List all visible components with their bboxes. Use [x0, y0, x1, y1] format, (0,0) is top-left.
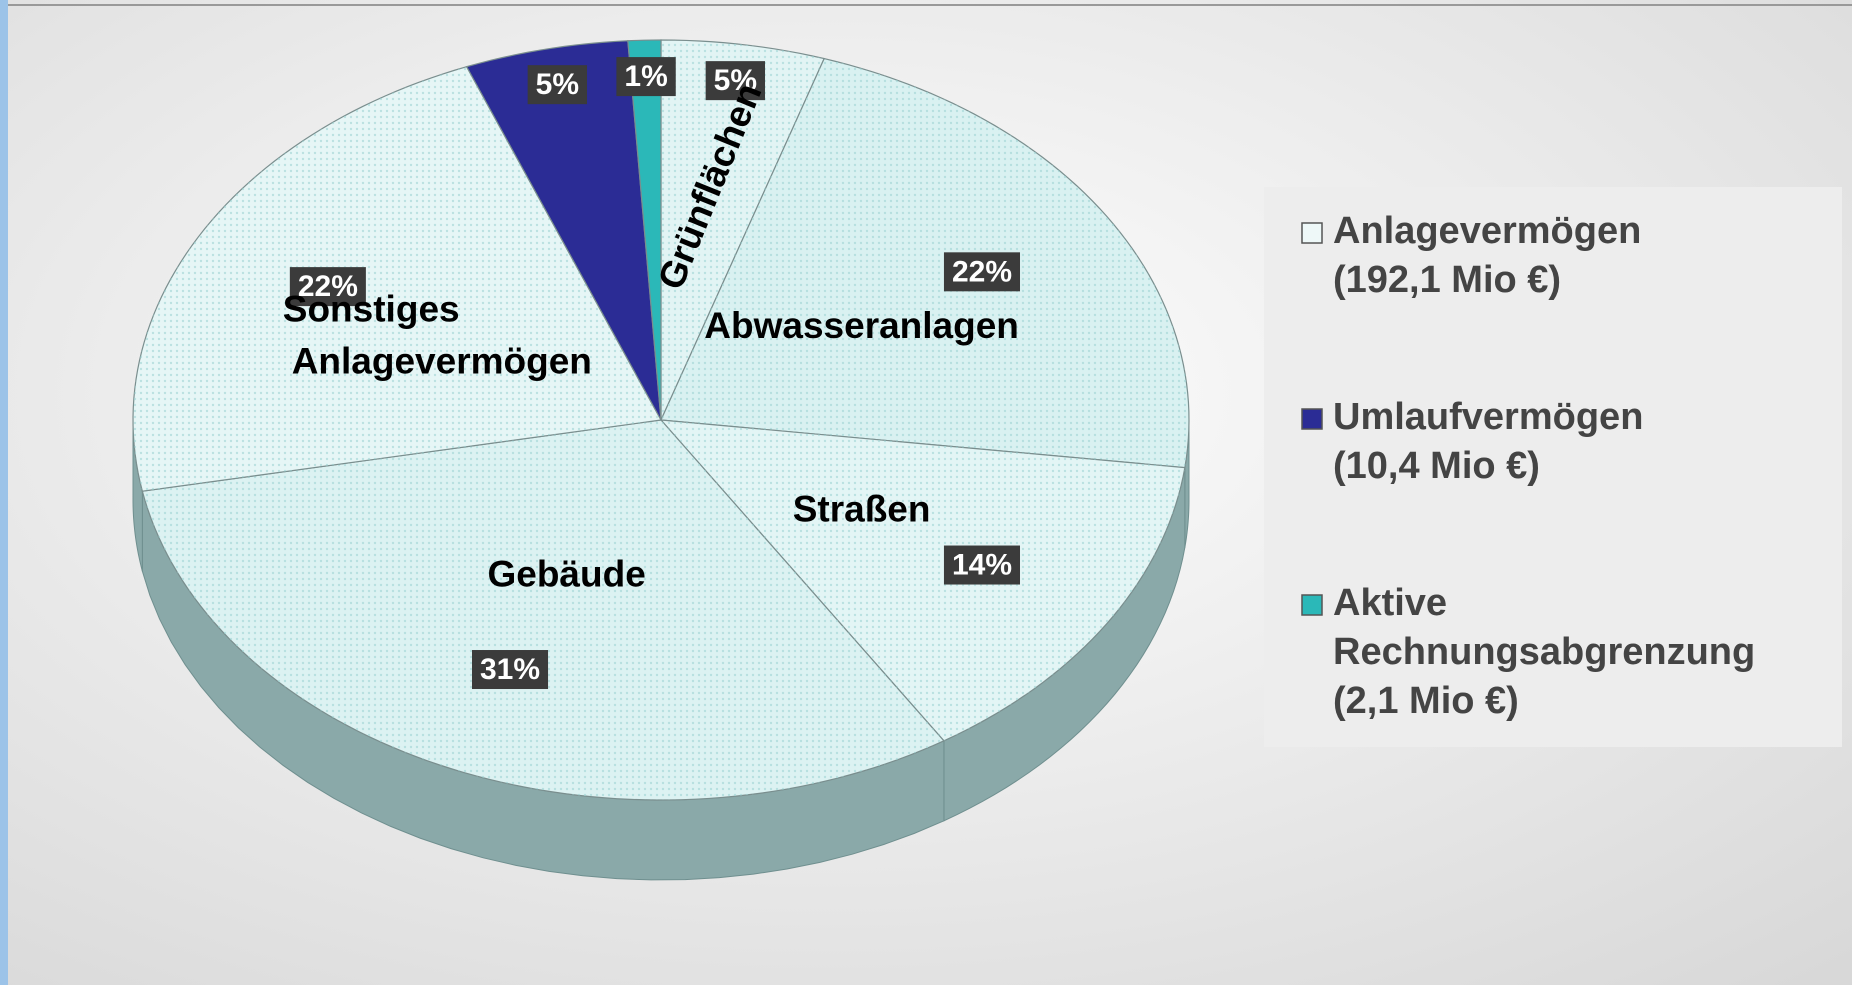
category-label: Abwasseranlagen	[704, 305, 1019, 346]
data-label: 5%	[714, 64, 757, 97]
pie: 5%Grünflächen 22%Abwasseranlagen14%Straße…	[132, 39, 1190, 881]
slice-texture	[661, 58, 1189, 468]
data-label: 5%	[536, 68, 579, 101]
slice-texture	[133, 66, 662, 492]
slice-texture	[661, 420, 1185, 741]
legend-label: Aktive	[1333, 582, 1447, 624]
category-label: Straßen	[793, 488, 931, 529]
legend-label: (10,4 Mio €)	[1333, 445, 1540, 487]
legend-swatch	[1301, 594, 1323, 616]
data-label-box	[616, 57, 676, 97]
legend-label: (192,1 Mio €)	[1333, 259, 1561, 301]
legend: Anlagevermögen (192,1 Mio €) Umlaufvermöge…	[1301, 210, 1755, 722]
legend-label: (2,1 Mio €)	[1333, 680, 1519, 722]
legend-label: Rechnungsabgrenzung	[1333, 631, 1755, 673]
slice	[465, 40, 662, 421]
data-label-box	[289, 267, 366, 307]
slice-texture	[661, 40, 825, 420]
data-label-box	[471, 650, 549, 690]
category-label: Sonstiges Anlagevermögen	[283, 288, 592, 381]
data-label-box	[527, 65, 588, 105]
data-label: 1%	[624, 60, 667, 93]
category-label: Gebäude	[487, 554, 645, 595]
slice-texture	[142, 420, 944, 800]
data-label-box	[943, 545, 1021, 585]
legend-label: Umlaufvermögen	[1333, 396, 1643, 438]
data-label-box	[943, 252, 1021, 292]
data-label: 22%	[952, 255, 1012, 288]
data-label: 31%	[480, 653, 540, 686]
legend-box	[1264, 187, 1842, 747]
data-label: 22%	[298, 270, 358, 303]
legend-swatch	[1301, 222, 1323, 244]
data-label: 14%	[952, 549, 1012, 582]
data-label-box	[705, 61, 766, 101]
slice	[627, 39, 662, 421]
legend-swatch	[1301, 408, 1323, 430]
left-edge	[0, 0, 8, 985]
legend-label: Anlagevermögen	[1333, 210, 1641, 252]
